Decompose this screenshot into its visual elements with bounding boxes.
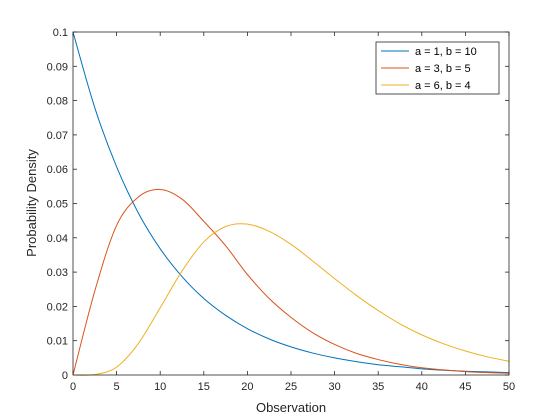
x-tick-label: 25 xyxy=(285,381,297,393)
x-tick-label: 15 xyxy=(198,381,210,393)
y-tick-label: 0.08 xyxy=(47,96,68,108)
series-line-3 xyxy=(72,223,510,376)
x-tick-label: 30 xyxy=(328,381,340,393)
y-tick-label: 0.05 xyxy=(47,199,68,211)
y-tick-label: 0 xyxy=(62,370,68,382)
y-tick-label: 0.06 xyxy=(47,164,68,176)
x-axis-label: Observation xyxy=(256,400,326,415)
y-axis-label: Probability Density xyxy=(24,149,39,257)
legend: a = 1, b = 10 a = 3, b = 5 a = 6, b = 4 xyxy=(375,41,500,95)
plot-box xyxy=(72,31,510,376)
y-axis-ticks: 0 0.01 0.02 0.03 0.04 0.05 0.06 0.07 0.08 0.09 0.1 xyxy=(47,27,509,382)
series-line-2 xyxy=(72,188,510,376)
x-tick-label: 50 xyxy=(503,381,515,393)
y-tick-label: 0.03 xyxy=(47,267,68,279)
x-tick-label: 5 xyxy=(114,381,120,393)
y-tick-label: 0.1 xyxy=(53,27,68,39)
x-tick-label: 0 xyxy=(70,381,76,393)
x-axis-ticks: 0 5 10 15 20 25 30 35 40 45 50 xyxy=(70,32,515,393)
legend-label-series-1: a = 1, b = 10 xyxy=(415,46,477,58)
y-tick-label: 0.01 xyxy=(47,336,68,348)
y-tick-label: 0.02 xyxy=(47,301,68,313)
legend-label-series-2: a = 3, b = 5 xyxy=(415,63,471,75)
x-tick-label: 20 xyxy=(241,381,253,393)
legend-label-series-3: a = 6, b = 4 xyxy=(415,80,471,92)
x-tick-label: 10 xyxy=(154,381,166,393)
y-tick-label: 0.04 xyxy=(47,233,68,245)
x-tick-label: 35 xyxy=(372,381,384,393)
y-tick-label: 0.09 xyxy=(47,61,68,73)
series-line-1 xyxy=(72,31,510,374)
y-tick-label: 0.07 xyxy=(47,130,68,142)
x-tick-label: 45 xyxy=(459,381,471,393)
series-lines xyxy=(72,31,510,376)
x-tick-label: 40 xyxy=(416,381,428,393)
